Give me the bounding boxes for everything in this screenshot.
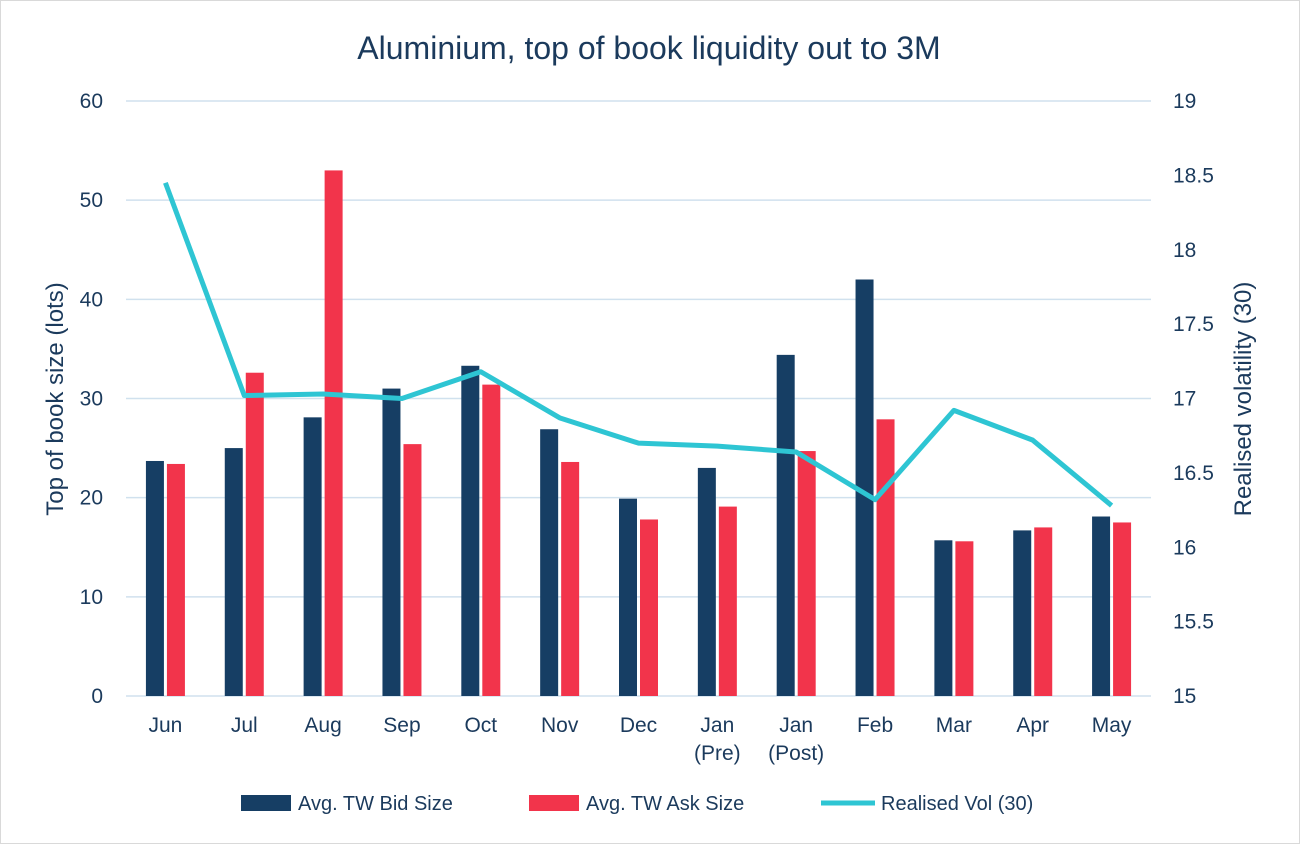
legend-swatch: [529, 795, 579, 811]
ask-size-bar: [1034, 527, 1053, 696]
ask-size-bar: [245, 372, 264, 696]
x-tick-label: Nov: [541, 714, 579, 737]
legend-label: Realised Vol (30): [881, 793, 1033, 815]
x-tick-label: Feb: [857, 714, 893, 737]
ask-size-bar: [640, 519, 658, 696]
ask-size-bar: [876, 419, 895, 696]
bid-size-bar: [776, 354, 795, 696]
bid-size-bar: [145, 460, 164, 696]
left-tick-label: 20: [80, 487, 103, 510]
bid-size-bar: [382, 388, 401, 696]
legend: Avg. TW Bid Size Avg. TW Ask Size Realised…: [241, 793, 1033, 815]
legend-swatch: [241, 795, 291, 811]
bid-size-bar: [461, 365, 480, 696]
right-tick-label: 16: [1173, 536, 1196, 559]
right-tick-label: 18.5: [1173, 164, 1214, 187]
right-tick-label: 19: [1173, 90, 1196, 113]
bid-size-bar: [934, 540, 953, 696]
line-series: [163, 181, 1114, 508]
ask-size-bar: [561, 461, 580, 696]
x-tick-label: May: [1092, 714, 1132, 737]
bid-size-bar: [1013, 530, 1032, 696]
bid-size-bar: [303, 417, 322, 696]
x-tick-label: Sep: [383, 714, 420, 737]
right-axis-title: Realised volatility (30): [1230, 282, 1257, 517]
bid-size-bar: [1092, 516, 1111, 696]
left-axis-title: Top of book size (lots): [42, 282, 69, 515]
right-tick-label: 17: [1173, 388, 1196, 411]
bid-size-bar: [540, 429, 559, 696]
right-tick-label: 15: [1173, 685, 1196, 708]
left-tick-label: 0: [91, 685, 103, 708]
x-tick-label: Jan: [700, 714, 734, 737]
left-axis-ticks: 0 10 20 30 40 50 60: [80, 90, 103, 708]
x-tick-label: Jun: [148, 714, 182, 737]
ask-size-bar: [797, 451, 816, 696]
x-tick-label: Apr: [1016, 714, 1049, 737]
x-tick-label: Jul: [231, 714, 258, 737]
legend-label: Avg. TW Bid Size: [298, 793, 453, 815]
right-tick-label: 15.5: [1173, 611, 1214, 634]
x-tick-label: (Pre): [694, 742, 741, 765]
right-axis-ticks: 15 15.5 16 16.5 17 17.5 18 18.5 19: [1173, 90, 1214, 708]
left-tick-label: 40: [80, 288, 103, 311]
x-tick-label: (Post): [768, 742, 824, 765]
right-tick-label: 18: [1173, 239, 1196, 262]
legend-label: Avg. TW Ask Size: [586, 793, 744, 815]
chart-title: Aluminium, top of book liquidity out to …: [357, 30, 940, 66]
x-tick-label: Mar: [936, 714, 972, 737]
ask-size-bar: [324, 170, 343, 696]
bid-size-bar: [855, 279, 874, 696]
bid-size-bar: [697, 467, 716, 696]
x-axis-ticks: Jun Jul Aug Sep Oct Nov Dec Jan (Pre) Jan (Post) Fe…: [148, 714, 1131, 765]
x-tick-label: Aug: [304, 714, 341, 737]
ask-size-bar: [166, 463, 185, 696]
left-tick-label: 10: [80, 586, 103, 609]
ask-size-bar: [1113, 522, 1132, 696]
left-tick-label: 50: [80, 189, 103, 212]
x-tick-label: Jan: [779, 714, 813, 737]
bid-size-bar: [619, 498, 637, 696]
realised-vol-line: [163, 181, 1114, 508]
x-tick-label: Dec: [620, 714, 657, 737]
ask-size-bar: [955, 541, 974, 696]
ask-size-bar: [482, 384, 501, 696]
right-tick-label: 16.5: [1173, 462, 1214, 485]
left-tick-label: 60: [80, 90, 103, 113]
bar-series: [145, 170, 1132, 696]
x-tick-label: Oct: [464, 714, 497, 737]
gridlines: [126, 100, 1151, 697]
left-tick-label: 30: [80, 388, 103, 411]
ask-size-bar: [718, 506, 737, 696]
ask-size-bar: [403, 444, 422, 696]
right-tick-label: 17.5: [1173, 313, 1214, 336]
bid-size-bar: [224, 448, 243, 696]
